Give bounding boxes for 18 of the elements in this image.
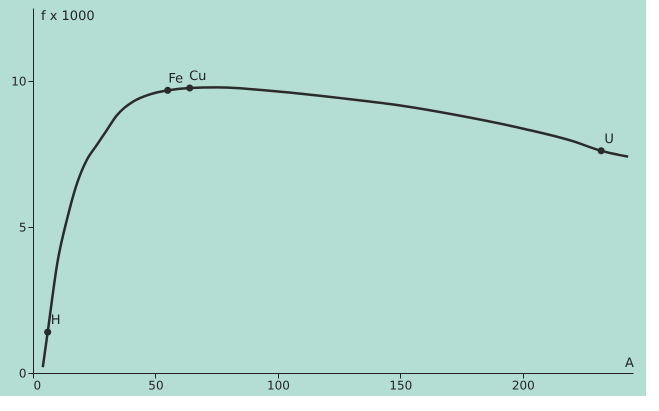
x-tick-label: 50 (148, 378, 164, 392)
annotation: H (50, 313, 61, 328)
y-tick-label: 10 (11, 74, 26, 88)
x-tick-label: 100 (266, 378, 290, 392)
x-tick-label: 200 (512, 378, 535, 392)
annotation: Fe (168, 71, 184, 86)
annotation: U (604, 132, 614, 147)
point (186, 84, 194, 92)
x-tick-label: 150 (389, 378, 412, 392)
point (598, 147, 605, 154)
x-axis-title: A (625, 356, 634, 371)
annotation: Cu (189, 69, 206, 84)
y-tick-label: 5 (18, 220, 26, 234)
y-axis-title: f x 1000 (41, 9, 95, 24)
y-tick-label: 0 (18, 366, 26, 380)
x-tick-label: 0 (34, 378, 42, 392)
point (164, 86, 172, 94)
point (44, 328, 52, 336)
